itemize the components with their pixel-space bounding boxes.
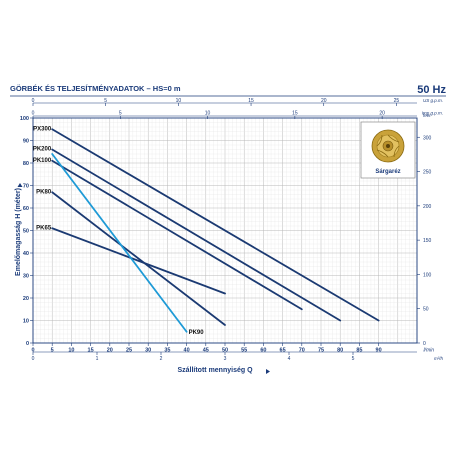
y-axis-title: Emelőmagasság H (méter) bbox=[15, 188, 22, 276]
feet-tick-label: 300 bbox=[423, 135, 432, 141]
chart-ticks: 0 5 10 15 20 25 US g.p.m.0 5 10 15 20 Imp g.p.m.0 5 1… bbox=[20, 98, 444, 362]
y-tick-label: 60 bbox=[23, 206, 29, 212]
series-line-pk90 bbox=[51, 153, 188, 333]
x-tick-label: 55 bbox=[241, 348, 247, 354]
frequency-label: 50 Hz bbox=[417, 84, 446, 96]
x-tick-label: 30 bbox=[145, 348, 151, 354]
x-tick-label: 70 bbox=[299, 348, 305, 354]
series-label-pk90: PK90 bbox=[189, 330, 205, 336]
y-tick-label: 0 bbox=[26, 341, 29, 347]
feet-tick-label: 50 bbox=[423, 307, 429, 313]
chart-grid bbox=[32, 117, 418, 344]
y-tick-label: 100 bbox=[20, 116, 29, 122]
x-tick-label: 20 bbox=[107, 348, 113, 354]
m3h-tick-label: 4 bbox=[288, 356, 291, 362]
m3h-tick-label: 3 bbox=[224, 356, 227, 362]
us-gpm-tick-label: 20 bbox=[321, 98, 327, 104]
m3h-tick-label: 0 bbox=[32, 356, 35, 362]
feet-tick-label: 150 bbox=[423, 238, 432, 244]
feet-tick-label: 0 bbox=[423, 341, 426, 347]
m3h-tick-label: 2 bbox=[160, 356, 163, 362]
chart-title: GÖRBÉK ÉS TELJESÍTMÉNYADATOK – HS=0 m bbox=[10, 84, 181, 93]
impeller-inset: Sárgaréz bbox=[360, 121, 416, 179]
series-label-pk200: PK200 bbox=[33, 147, 52, 153]
series-label-px300: PX300 bbox=[33, 126, 52, 132]
us-gpm-tick-label: 25 bbox=[394, 98, 400, 104]
series-line-pk100 bbox=[51, 159, 303, 311]
brass-impeller-icon bbox=[371, 129, 405, 163]
x-tick-label: 75 bbox=[318, 348, 324, 354]
y-tick-label: 10 bbox=[23, 319, 29, 325]
m3h-unit: m³/h bbox=[434, 356, 443, 361]
y-tick-label: 20 bbox=[23, 296, 29, 302]
y-tick-label: 50 bbox=[23, 229, 29, 235]
series-line-pk80 bbox=[51, 191, 226, 326]
series-label-pk80: PK80 bbox=[36, 189, 52, 195]
imp-gpm-tick-label: 5 bbox=[119, 111, 122, 117]
x-axis-title: Szállított mennyiség Q bbox=[177, 367, 253, 374]
x-tick-label: 35 bbox=[164, 348, 170, 354]
imp-gpm-unit: Imp g.p.m. bbox=[422, 111, 443, 116]
series-label-pk65: PK65 bbox=[36, 225, 52, 231]
x-tick-label: 45 bbox=[203, 348, 209, 354]
x-tick-label: 80 bbox=[337, 348, 343, 354]
x-tick-label: 85 bbox=[356, 348, 362, 354]
y-tick-label: 90 bbox=[23, 139, 29, 145]
m3h-tick-label: 5 bbox=[352, 356, 355, 362]
x-tick-label: 65 bbox=[280, 348, 286, 354]
imp-gpm-tick-label: 20 bbox=[379, 111, 385, 117]
x-axis-arrow-icon bbox=[266, 369, 270, 374]
series-line-pk65 bbox=[51, 227, 226, 295]
us-gpm-unit: US g.p.m. bbox=[423, 98, 443, 103]
m3h-tick-label: 1 bbox=[96, 356, 99, 362]
chart-series: PX300 PK200 PK100 PK80 PK65 PK90 bbox=[33, 126, 380, 336]
x-tick-label: 50 bbox=[222, 348, 228, 354]
x-tick-label: 5 bbox=[51, 348, 54, 354]
x-tick-label: 10 bbox=[68, 348, 74, 354]
x-tick-label: 15 bbox=[88, 348, 94, 354]
imp-gpm-tick-label: 10 bbox=[205, 111, 211, 117]
y-tick-label: 80 bbox=[23, 161, 29, 167]
x-tick-label: 60 bbox=[260, 348, 266, 354]
y-axis-arrow-icon bbox=[17, 183, 23, 187]
y-tick-label: 30 bbox=[23, 274, 29, 280]
series-line-pk200 bbox=[51, 148, 342, 322]
series-line-px300 bbox=[51, 128, 380, 322]
x-tick-label: 0 bbox=[31, 348, 34, 354]
inset-label: Sárgaréz bbox=[375, 169, 400, 175]
y-tick-label: 40 bbox=[23, 251, 29, 257]
x-tick-label: 25 bbox=[126, 348, 132, 354]
feet-tick-label: 100 bbox=[423, 272, 432, 278]
imp-gpm-tick-label: 15 bbox=[292, 111, 298, 117]
feet-tick-label: 200 bbox=[423, 204, 432, 210]
us-gpm-tick-label: 15 bbox=[248, 98, 254, 104]
us-gpm-tick-label: 0 bbox=[32, 98, 35, 104]
x-tick-label: 90 bbox=[376, 348, 382, 354]
x-unit-label: l/min bbox=[423, 348, 434, 354]
us-gpm-tick-label: 5 bbox=[104, 98, 107, 104]
y-tick-label: 70 bbox=[23, 184, 29, 190]
x-tick-label: 40 bbox=[184, 348, 190, 354]
us-gpm-tick-label: 10 bbox=[176, 98, 182, 104]
feet-tick-label: 250 bbox=[423, 170, 432, 176]
series-label-pk100: PK100 bbox=[33, 158, 52, 164]
imp-gpm-tick-label: 0 bbox=[32, 111, 35, 117]
feet-unit: feet bbox=[423, 113, 431, 118]
